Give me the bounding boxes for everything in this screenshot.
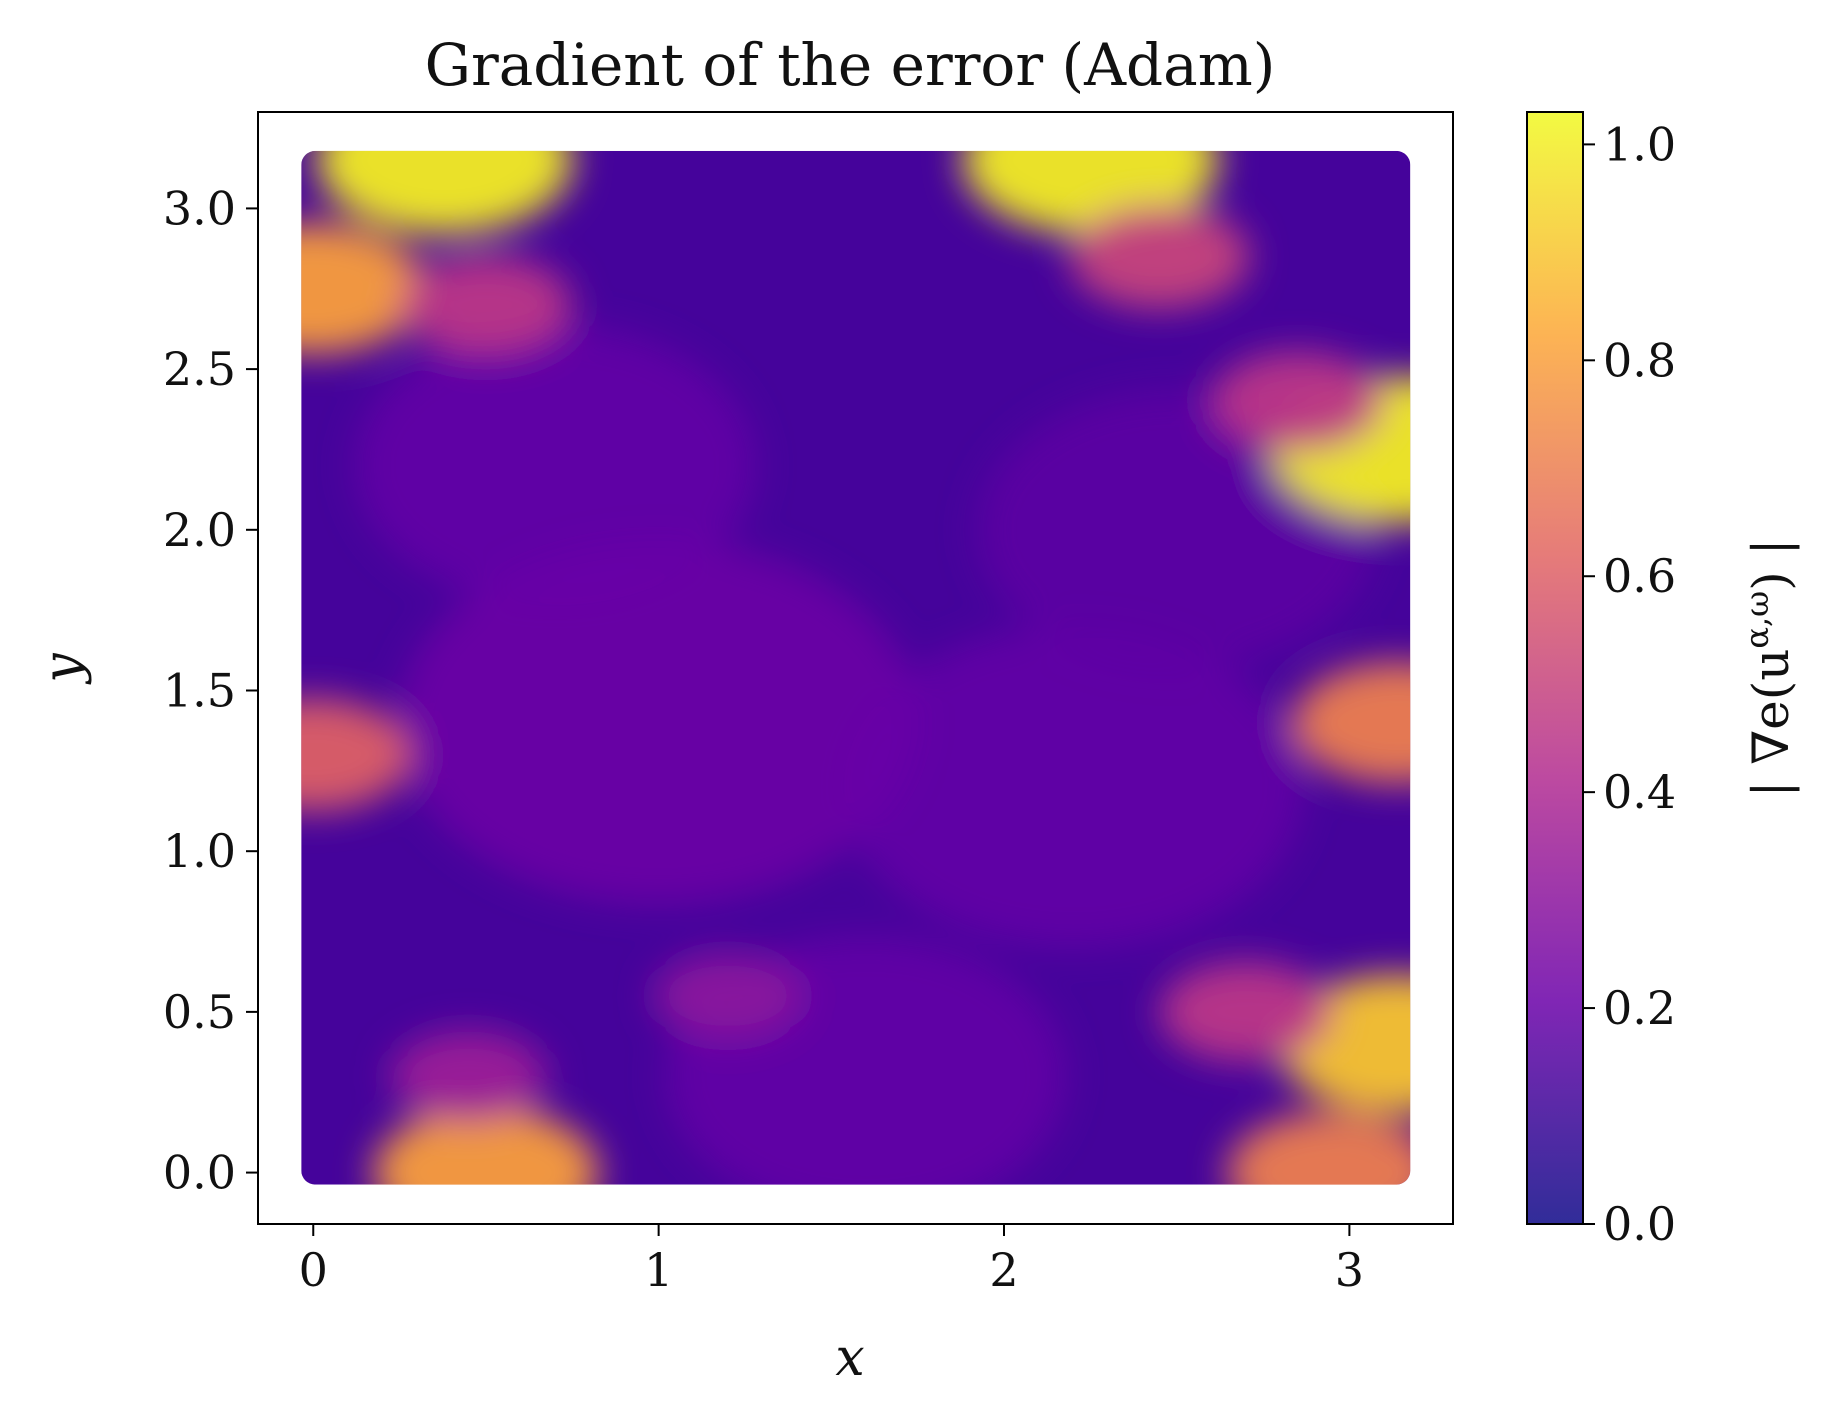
colorbar: 0.0 0.2 0.4 0.6 0.8 1.0 | ∇e(uα,ω) |: [1526, 111, 1800, 1251]
heatmap-hotspot: [1069, 204, 1250, 309]
heatmap-hotspot: [399, 255, 573, 355]
heatmap-hotspot: [390, 1030, 548, 1122]
colorbar-tick-label: 0.0: [1603, 1197, 1676, 1251]
y-axis-ticks: 0.0 0.5 1.0 1.5 2.0 2.5 3.0: [163, 181, 258, 1200]
heatmap-hotspots: [301, 150, 1411, 1185]
x-tick-label: 1: [644, 1243, 673, 1297]
axes-frame: [257, 111, 1454, 1225]
x-axis-label: x: [835, 1328, 864, 1388]
colorbar-label-main: | ∇e(u: [1742, 649, 1800, 798]
heatmap-hotspot: [1227, 1111, 1411, 1185]
x-tick-label: 2: [989, 1243, 1018, 1297]
x-tick-label: 3: [1335, 1243, 1364, 1297]
x-axis-ticks: 0 1 2 3: [299, 1224, 1364, 1297]
heatmap-band: [843, 625, 1304, 948]
chart-title: Gradient of the error (Adam): [425, 31, 1276, 99]
colorbar-ticks: 0.0 0.2 0.4 0.6 0.8 1.0: [1583, 117, 1676, 1251]
heatmap-hotspot: [962, 150, 1219, 234]
heatmap-hotspot: [316, 150, 573, 234]
heatmap-band: [355, 325, 756, 606]
plot-area: 0 1 2 3 0.0 0.5 1.0 1.5 2.0 2.5 3.0: [163, 111, 1454, 1297]
y-tick-label: 1.5: [163, 663, 236, 717]
colorbar-label-end: ) |: [1742, 538, 1800, 590]
heatmap-hotspot: [301, 223, 426, 354]
y-tick-label: 1.0: [163, 824, 236, 878]
heatmap-hotspot: [1277, 974, 1411, 1114]
colorbar-label: | ∇e(uα,ω) |: [1738, 538, 1800, 797]
y-tick-label: 0.5: [163, 985, 236, 1039]
y-tick-label: 3.0: [163, 181, 236, 235]
heatmap-hotspot: [1292, 662, 1411, 784]
y-axis-label: y: [33, 653, 93, 685]
y-tick-label: 2.0: [163, 503, 236, 557]
heatmap-band: [398, 540, 919, 905]
heatmap-hotspot: [301, 698, 411, 811]
colorbar-tick-label: 0.2: [1603, 981, 1676, 1035]
heatmap-hotspot: [1211, 351, 1384, 451]
heatmap-hotspot: [1159, 962, 1332, 1062]
colorbar-tick-label: 0.4: [1603, 765, 1676, 819]
colorbar-tick-label: 1.0: [1603, 117, 1676, 171]
colorbar-tick-label: 0.8: [1603, 333, 1676, 387]
heatmap-field: [301, 150, 1411, 1185]
heatmap-hotspot: [373, 1107, 599, 1185]
heatmap-hotspot: [652, 952, 803, 1039]
colorbar-gradient: [1526, 111, 1584, 1225]
colorbar-tick-label: 0.6: [1603, 549, 1676, 603]
colorbar-label-superscript: α,ω: [1738, 591, 1776, 649]
y-tick-label: 0.0: [163, 1146, 236, 1200]
x-tick-label: 0: [299, 1243, 328, 1297]
y-tick-label: 2.5: [163, 342, 236, 396]
